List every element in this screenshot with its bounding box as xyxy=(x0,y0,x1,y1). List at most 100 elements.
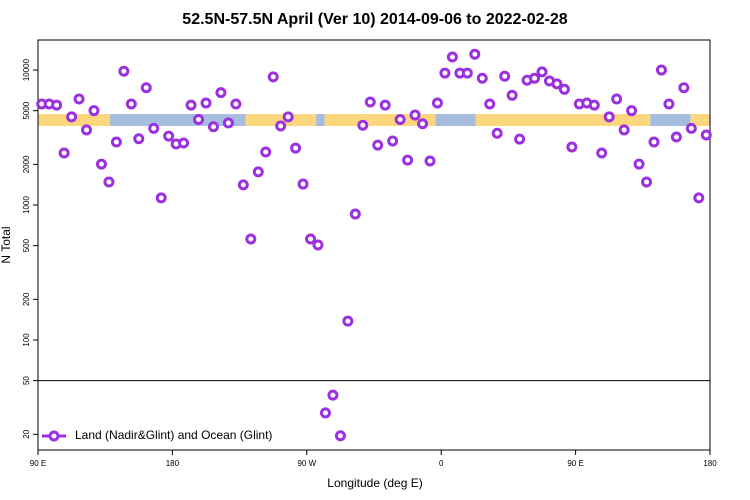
point xyxy=(469,48,481,60)
point xyxy=(536,66,548,78)
point xyxy=(207,121,219,133)
point xyxy=(193,114,205,126)
point xyxy=(693,192,705,204)
x-tick-label: 180 xyxy=(166,459,180,468)
y-tick-label: 5000 xyxy=(22,101,31,119)
point xyxy=(125,98,137,110)
point xyxy=(230,98,242,110)
point xyxy=(81,124,93,136)
point xyxy=(529,72,541,84)
band-segment xyxy=(245,114,316,127)
point xyxy=(58,147,70,159)
point xyxy=(558,83,570,95)
point xyxy=(200,97,212,109)
point xyxy=(297,178,309,190)
point xyxy=(133,133,145,145)
legend-marker xyxy=(48,430,60,442)
y-axis-label: N Total xyxy=(0,226,13,263)
point xyxy=(342,315,354,327)
point xyxy=(327,389,339,401)
point xyxy=(237,179,249,191)
point xyxy=(357,119,369,131)
point xyxy=(267,71,279,83)
point xyxy=(566,141,578,153)
x-axis-label: Longitude (deg E) xyxy=(327,476,422,490)
point xyxy=(588,99,600,111)
y-tick-label: 200 xyxy=(22,292,31,306)
point xyxy=(372,139,384,151)
point xyxy=(663,98,675,110)
point xyxy=(110,136,122,148)
y-tick-label: 2000 xyxy=(22,155,31,173)
point xyxy=(88,105,100,117)
point xyxy=(394,114,406,126)
point xyxy=(364,96,376,108)
point xyxy=(118,65,130,77)
point xyxy=(140,82,152,94)
plot-frame xyxy=(37,39,711,451)
point xyxy=(655,64,667,76)
x-tick-label: 180 xyxy=(703,459,717,468)
point xyxy=(312,239,324,251)
band-segment xyxy=(315,114,325,127)
band-segment xyxy=(650,114,691,127)
point xyxy=(439,67,451,79)
point xyxy=(506,89,518,101)
point xyxy=(387,135,399,147)
point xyxy=(446,51,458,63)
point xyxy=(215,87,227,99)
point xyxy=(178,137,190,149)
point xyxy=(155,192,167,204)
point xyxy=(305,233,317,245)
y-tick-label: 10000 xyxy=(22,58,31,81)
point xyxy=(618,124,630,136)
point xyxy=(514,133,526,145)
point xyxy=(334,430,346,442)
point xyxy=(379,99,391,111)
chart-title: 52.5N-57.5N April (Ver 10) 2014-09-06 to… xyxy=(182,11,568,28)
point xyxy=(275,120,287,132)
point xyxy=(491,127,503,139)
band-segment xyxy=(109,114,246,127)
legend-label: Land (Nadir&Glint) and Ocean (Glint) xyxy=(75,428,272,442)
y-tick-label: 100 xyxy=(22,333,31,347)
point xyxy=(66,111,78,123)
point xyxy=(603,111,615,123)
point xyxy=(431,97,443,109)
point xyxy=(648,136,660,148)
point xyxy=(245,233,257,245)
point xyxy=(402,154,414,166)
point xyxy=(185,99,197,111)
point xyxy=(73,93,85,105)
point xyxy=(551,78,563,90)
point xyxy=(670,131,682,143)
point xyxy=(611,93,623,105)
point xyxy=(95,158,107,170)
point xyxy=(282,111,294,123)
point xyxy=(461,67,473,79)
point xyxy=(476,72,488,84)
point xyxy=(222,117,234,129)
point xyxy=(596,147,608,159)
band-segment xyxy=(435,114,476,127)
point xyxy=(685,122,697,134)
point xyxy=(424,155,436,167)
y-tick-label: 500 xyxy=(22,238,31,252)
point xyxy=(633,158,645,170)
point xyxy=(252,166,264,178)
point xyxy=(349,208,361,220)
point xyxy=(319,407,331,419)
point xyxy=(290,142,302,154)
point xyxy=(409,109,421,121)
point xyxy=(163,130,175,142)
y-tick-label: 1000 xyxy=(22,196,31,214)
point xyxy=(626,105,638,117)
point xyxy=(700,129,712,141)
y-tick-label: 20 xyxy=(22,429,31,438)
band-segment xyxy=(324,114,436,127)
band-segment xyxy=(475,114,651,127)
point xyxy=(103,176,115,188)
point xyxy=(417,118,429,130)
